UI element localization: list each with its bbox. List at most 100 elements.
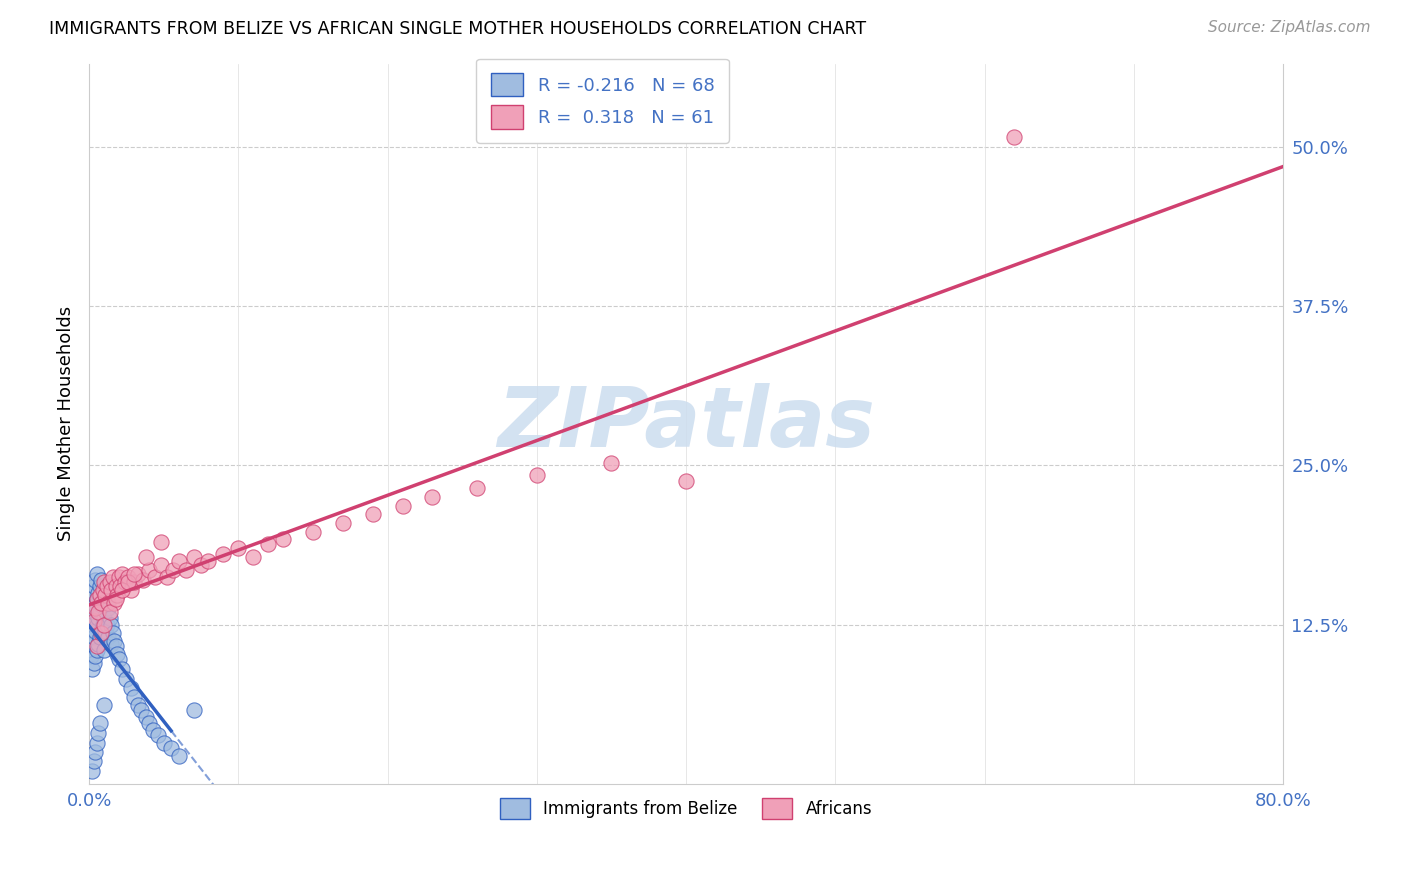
Point: [132, 573, 155, 587]
Point: [89, 605, 111, 619]
Point: [101, 626, 124, 640]
Point: [122, 690, 145, 705]
Point: [79, 649, 101, 664]
Point: [98, 611, 121, 625]
Point: [160, 741, 183, 756]
Point: [127, 566, 149, 581]
Y-axis label: Single Mother Households: Single Mother Households: [58, 306, 75, 541]
Point: [135, 549, 157, 564]
Point: [89, 715, 111, 730]
Point: [167, 554, 190, 568]
Point: [162, 563, 184, 577]
Point: [122, 575, 145, 590]
Point: [190, 558, 212, 572]
Point: [86, 643, 108, 657]
Point: [93, 575, 115, 590]
Point: [465, 481, 488, 495]
Point: [104, 639, 127, 653]
Point: [107, 647, 129, 661]
Point: [83, 754, 105, 768]
Point: [98, 605, 121, 619]
Point: [111, 662, 134, 676]
Point: [86, 592, 108, 607]
Point: [80, 637, 103, 651]
Point: [96, 579, 118, 593]
Point: [149, 534, 172, 549]
Point: [93, 643, 115, 657]
Point: [86, 566, 108, 581]
Point: [111, 583, 134, 598]
Text: Source: ZipAtlas.com: Source: ZipAtlas.com: [1208, 20, 1371, 35]
Point: [98, 575, 121, 590]
Point: [84, 601, 107, 615]
Point: [93, 617, 115, 632]
Point: [138, 715, 160, 730]
Point: [100, 583, 122, 598]
Point: [93, 698, 115, 712]
Point: [87, 726, 110, 740]
Point: [90, 624, 112, 638]
Point: [146, 728, 169, 742]
Point: [127, 698, 149, 712]
Point: [87, 637, 110, 651]
Point: [97, 596, 120, 610]
Point: [183, 549, 205, 564]
Point: [228, 541, 250, 555]
Point: [120, 583, 142, 598]
Point: [108, 652, 131, 666]
Point: [257, 537, 280, 551]
Text: ZIPatlas: ZIPatlas: [498, 384, 875, 465]
Point: [89, 579, 111, 593]
Text: IMMIGRANTS FROM BELIZE VS AFRICAN SINGLE MOTHER HOUSEHOLDS CORRELATION CHART: IMMIGRANTS FROM BELIZE VS AFRICAN SINGLE…: [49, 20, 866, 37]
Point: [600, 456, 623, 470]
Point: [135, 710, 157, 724]
Point: [80, 764, 103, 778]
Point: [242, 549, 264, 564]
Point: [122, 566, 145, 581]
Point: [1004, 129, 1026, 144]
Point: [84, 599, 107, 613]
Point: [117, 575, 139, 590]
Point: [84, 649, 107, 664]
Point: [84, 745, 107, 759]
Point: [149, 558, 172, 572]
Point: [89, 588, 111, 602]
Point: [93, 585, 115, 599]
Point: [86, 592, 108, 607]
Point: [87, 611, 110, 625]
Point: [197, 554, 219, 568]
Point: [79, 599, 101, 613]
Point: [80, 662, 103, 676]
Point: [152, 736, 174, 750]
Point: [115, 673, 138, 687]
Point: [79, 624, 101, 638]
Point: [107, 588, 129, 602]
Point: [104, 579, 127, 593]
Point: [100, 617, 122, 632]
Point: [332, 516, 354, 530]
Point: [84, 624, 107, 638]
Point: [87, 605, 110, 619]
Point: [156, 570, 179, 584]
Point: [86, 736, 108, 750]
Point: [90, 626, 112, 640]
Point: [90, 573, 112, 587]
Point: [86, 639, 108, 653]
Point: [212, 548, 235, 562]
Point: [101, 570, 124, 584]
Point: [80, 611, 103, 625]
Point: [93, 611, 115, 625]
Point: [83, 630, 105, 644]
Legend: Immigrants from Belize, Africans: Immigrants from Belize, Africans: [494, 791, 879, 826]
Point: [111, 566, 134, 581]
Point: [302, 524, 325, 539]
Point: [83, 614, 105, 628]
Point: [174, 563, 197, 577]
Point: [526, 468, 548, 483]
Point: [90, 599, 112, 613]
Point: [100, 637, 122, 651]
Point: [90, 596, 112, 610]
Point: [131, 703, 153, 717]
Point: [422, 490, 444, 504]
Point: [87, 585, 110, 599]
